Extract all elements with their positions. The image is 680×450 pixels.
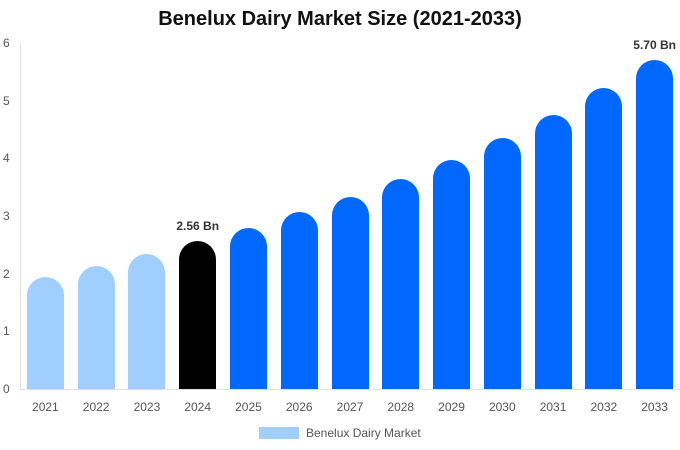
bar-2021[interactable]	[26, 277, 64, 389]
x-tick-label: 2023	[133, 400, 161, 414]
x-tick-label: 2032	[590, 400, 618, 414]
bar-2024[interactable]	[179, 241, 217, 389]
y-axis-line	[20, 43, 21, 389]
bar-2032[interactable]	[585, 87, 623, 389]
bar-2033[interactable]	[636, 60, 674, 389]
y-tick-label: 3	[3, 209, 10, 223]
x-tick-label: 2021	[32, 400, 59, 414]
legend-label: Benelux Dairy Market	[306, 426, 421, 440]
bar-value-label: 5.70 Bn	[633, 38, 676, 53]
legend[interactable]: Benelux Dairy Market	[259, 426, 421, 440]
y-tick-label: 6	[3, 36, 10, 50]
bar-2027[interactable]	[331, 196, 369, 389]
bar-2026[interactable]	[280, 211, 318, 389]
x-axis-line	[20, 389, 680, 390]
x-tick-label: 2026	[285, 400, 313, 414]
y-tick-label: 1	[3, 324, 10, 339]
bar-2022[interactable]	[77, 266, 115, 389]
y-tick-label: 2	[3, 266, 10, 281]
x-tick-label: 2030	[488, 400, 516, 414]
chart-title: Benelux Dairy Market Size (2021-2033)	[158, 8, 522, 30]
bar-2030[interactable]	[483, 138, 521, 389]
legend-swatch	[259, 427, 299, 439]
bar-2025[interactable]	[229, 228, 267, 389]
plot-area	[20, 43, 680, 389]
bar-2031[interactable]	[534, 115, 572, 389]
x-tick-label: 2033	[641, 400, 668, 414]
bar-2023[interactable]	[128, 254, 166, 389]
bar-2028[interactable]	[382, 179, 420, 389]
x-tick-label: 2025	[235, 400, 262, 414]
x-tick-label: 2028	[387, 400, 415, 414]
x-tick-label: 2029	[438, 400, 465, 414]
x-tick-label: 2024	[184, 400, 212, 414]
y-tick-label: 4	[3, 151, 10, 166]
y-tick-label: 0	[3, 382, 10, 396]
x-tick-label: 2027	[336, 400, 364, 414]
bar-2029[interactable]	[433, 160, 471, 389]
y-tick-label: 5	[3, 93, 10, 108]
x-tick-label: 2031	[539, 400, 567, 414]
bar-value-label: 2.56 Bn	[176, 219, 220, 234]
x-tick-label: 2022	[82, 400, 110, 414]
